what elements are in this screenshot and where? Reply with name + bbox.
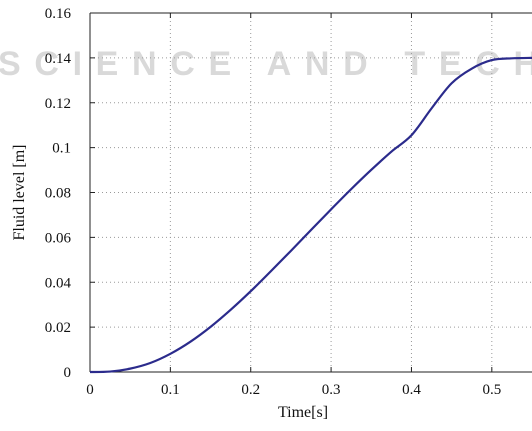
grid-layer bbox=[90, 13, 532, 372]
labels-layer: 0 0.1 0.2 0.3 0.4 0.5 0 0.02 0.04 0.06 0.08 0.1 0.12… bbox=[11, 6, 501, 421]
series-line bbox=[89, 56, 532, 374]
y-tick-label: 0.04 bbox=[45, 275, 72, 291]
y-tick-label: 0 bbox=[64, 365, 72, 381]
y-tick-label: 0.14 bbox=[45, 51, 72, 67]
y-tick-label: 0.1 bbox=[52, 141, 71, 157]
y-tick-label: 0.08 bbox=[45, 186, 71, 202]
axes-layer bbox=[89, 12, 532, 373]
x-tick-label: 0.2 bbox=[241, 382, 260, 398]
y-axis-label: Fluid level [m] bbox=[11, 145, 28, 241]
y-tick-label: 0.02 bbox=[45, 320, 71, 336]
x-tick-label: 0.5 bbox=[482, 382, 501, 398]
x-tick-label: 0 bbox=[86, 382, 94, 398]
y-tick-label: 0.12 bbox=[45, 96, 71, 112]
x-tick-label: 0.3 bbox=[322, 382, 341, 398]
watermark-text: SCIENCE AND TECH bbox=[0, 45, 532, 83]
x-tick-label: 0.4 bbox=[402, 382, 421, 398]
x-tick-label: 0.1 bbox=[161, 382, 180, 398]
y-tick-label: 0.16 bbox=[45, 6, 72, 22]
series-layer bbox=[89, 56, 532, 374]
y-tick-label: 0.06 bbox=[45, 230, 72, 246]
x-axis-label: Time[s] bbox=[278, 404, 328, 421]
